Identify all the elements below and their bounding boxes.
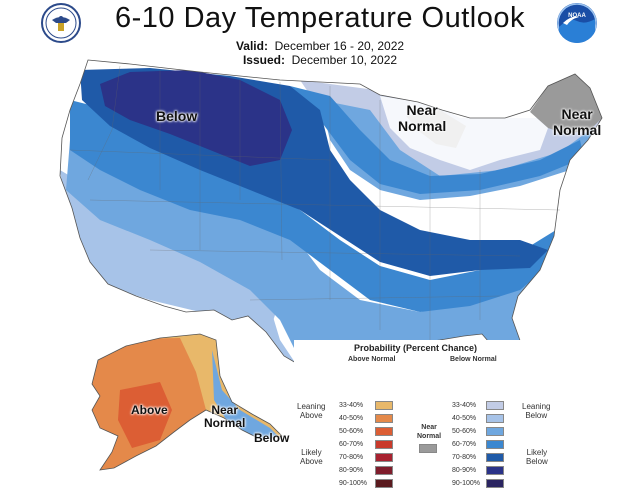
label-near-normal-alaska: Near Normal	[204, 403, 246, 430]
legend-likely-below: Likely Below	[526, 448, 548, 466]
region-near-normal-ne	[530, 74, 602, 134]
legend-above-range-5: 80-90%	[339, 467, 364, 474]
legend-below-swatch-1	[486, 414, 504, 423]
legend-above-swatch-3	[375, 440, 393, 449]
conus-outline	[59, 59, 603, 397]
legend-below-swatch-3	[486, 440, 504, 449]
region-equal-chances	[380, 96, 548, 170]
legend-near-normal: Near Normal	[417, 424, 442, 440]
legend-above-header: Above Normal	[348, 356, 396, 363]
legend-below-range-0: 33-40%	[452, 402, 477, 409]
legend-below-range-2: 50-60%	[452, 428, 477, 435]
legend-above-swatch-4	[375, 453, 393, 462]
legend-below-range-4: 70-80%	[452, 454, 477, 461]
legend-above-range-1: 40-50%	[339, 415, 364, 422]
legend-below-range-5: 80-90%	[452, 467, 477, 474]
legend-above-swatch-1	[375, 414, 393, 423]
issued-line: Issued: December 10, 2022	[242, 53, 398, 67]
legend-above-swatch-2	[375, 427, 393, 436]
legend-leaning-above: Leaning Above	[297, 402, 326, 420]
eagle-icon	[45, 7, 77, 39]
legend-below-swatch-5	[486, 466, 504, 475]
legend-above-swatch-0	[375, 401, 393, 410]
legend-above-swatch-6	[375, 479, 393, 488]
noaa-bird-icon: NOAA	[557, 3, 597, 43]
label-above-alaska: Above	[131, 403, 168, 417]
label-below-alaska: Below	[254, 431, 290, 445]
legend-below-swatch-0	[486, 401, 504, 410]
alaska-outline	[91, 333, 283, 471]
legend-near-normal-swatch	[419, 444, 437, 453]
state-borders	[69, 65, 561, 340]
legend-above-range-2: 50-60%	[339, 428, 364, 435]
page-title: 6-10 Day Temperature Outlook	[114, 2, 525, 34]
legend-below-range-6: 90-100%	[452, 480, 481, 487]
label-below-conus: Below	[156, 108, 198, 124]
region-above-50-60-ak	[118, 382, 172, 448]
legend-above-range-6: 90-100%	[339, 480, 368, 487]
legend-title: Probability (Percent Chance)	[354, 343, 478, 353]
legend-likely-above: Likely Above	[300, 448, 323, 466]
legend-below-swatch-6	[486, 479, 504, 488]
label-near-normal-midwest: Near Normal	[398, 102, 447, 134]
legend-above-swatch-5	[375, 466, 393, 475]
svg-text:NOAA: NOAA	[568, 13, 586, 19]
region-below-80-90	[100, 70, 292, 166]
label-near-normal-northeast: Near Normal	[553, 106, 602, 138]
legend-above-range-3: 60-70%	[339, 441, 364, 448]
region-below-ak-panhandle	[212, 350, 282, 444]
legend-below-range-1: 40-50%	[452, 415, 477, 422]
legend-above-range-0: 33-40%	[339, 402, 364, 409]
region-below-60-70-north	[290, 86, 584, 194]
legend-below-range-3: 60-70%	[452, 441, 477, 448]
legend-above-range-4: 70-80%	[339, 454, 364, 461]
valid-line: Valid: December 16 - 20, 2022	[235, 39, 405, 53]
legend-below-swatch-2	[486, 427, 504, 436]
commerce-seal-logo	[41, 3, 81, 43]
legend-below-header: Below Normal	[450, 356, 497, 363]
noaa-logo: NOAA	[557, 3, 597, 43]
legend-below-swatch-4	[486, 453, 504, 462]
legend-leaning-below: Leaning Below	[522, 402, 551, 420]
